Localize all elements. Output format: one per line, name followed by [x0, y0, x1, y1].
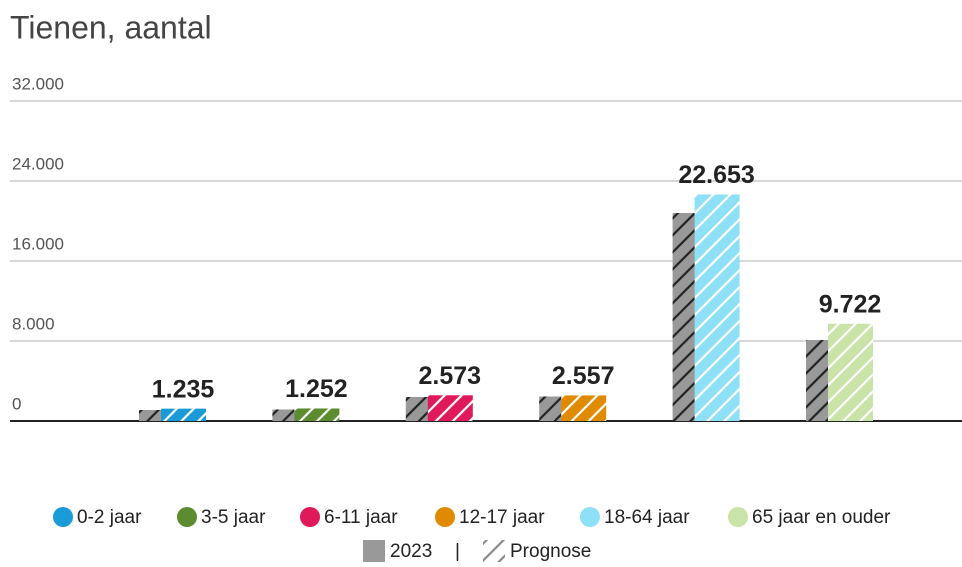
legend-label: 18-64 jaar	[604, 507, 690, 528]
legend-swatch	[53, 507, 73, 527]
y-tick-label: 8.000	[12, 314, 55, 333]
legend-separator: |	[455, 541, 460, 562]
bar	[294, 408, 340, 421]
y-tick-label: 16.000	[12, 234, 64, 253]
legend-label: 3-5 jaar	[201, 507, 266, 528]
legend-label: 2023	[390, 541, 432, 562]
bar	[694, 194, 740, 421]
legend-swatch	[435, 507, 455, 527]
chart-title: Tienen, aantal	[10, 9, 212, 45]
bar	[806, 340, 832, 421]
legend-swatch	[300, 507, 320, 527]
bar	[561, 395, 607, 421]
value-label: 1.252	[285, 375, 348, 403]
legend-swatch	[363, 540, 385, 562]
value-label: 9.722	[819, 290, 882, 318]
bar	[828, 323, 873, 421]
bar	[161, 408, 206, 421]
legend-label: 0-2 jaar	[77, 507, 142, 528]
bar	[405, 397, 432, 421]
value-label: 1.235	[152, 375, 215, 403]
legend-label: 12-17 jaar	[459, 507, 545, 528]
bar	[139, 410, 165, 421]
y-tick-label: 0	[12, 394, 21, 413]
legend-swatch	[483, 540, 505, 562]
value-label: 22.653	[678, 161, 754, 189]
legend-label: 65 jaar en ouder	[752, 507, 891, 528]
y-tick-label: 24.000	[12, 154, 64, 173]
bar	[672, 213, 699, 421]
bar	[427, 395, 473, 421]
legend-swatch	[177, 507, 197, 527]
bar	[539, 396, 566, 421]
legend-swatch	[580, 507, 600, 527]
legend-label: 6-11 jaar	[324, 507, 398, 528]
y-tick-label: 32.000	[12, 74, 64, 93]
legend-swatch	[728, 507, 748, 527]
bar	[272, 409, 299, 421]
value-label: 2.557	[552, 362, 615, 390]
legend-label: Prognose	[510, 541, 591, 562]
value-label: 2.573	[419, 362, 482, 390]
